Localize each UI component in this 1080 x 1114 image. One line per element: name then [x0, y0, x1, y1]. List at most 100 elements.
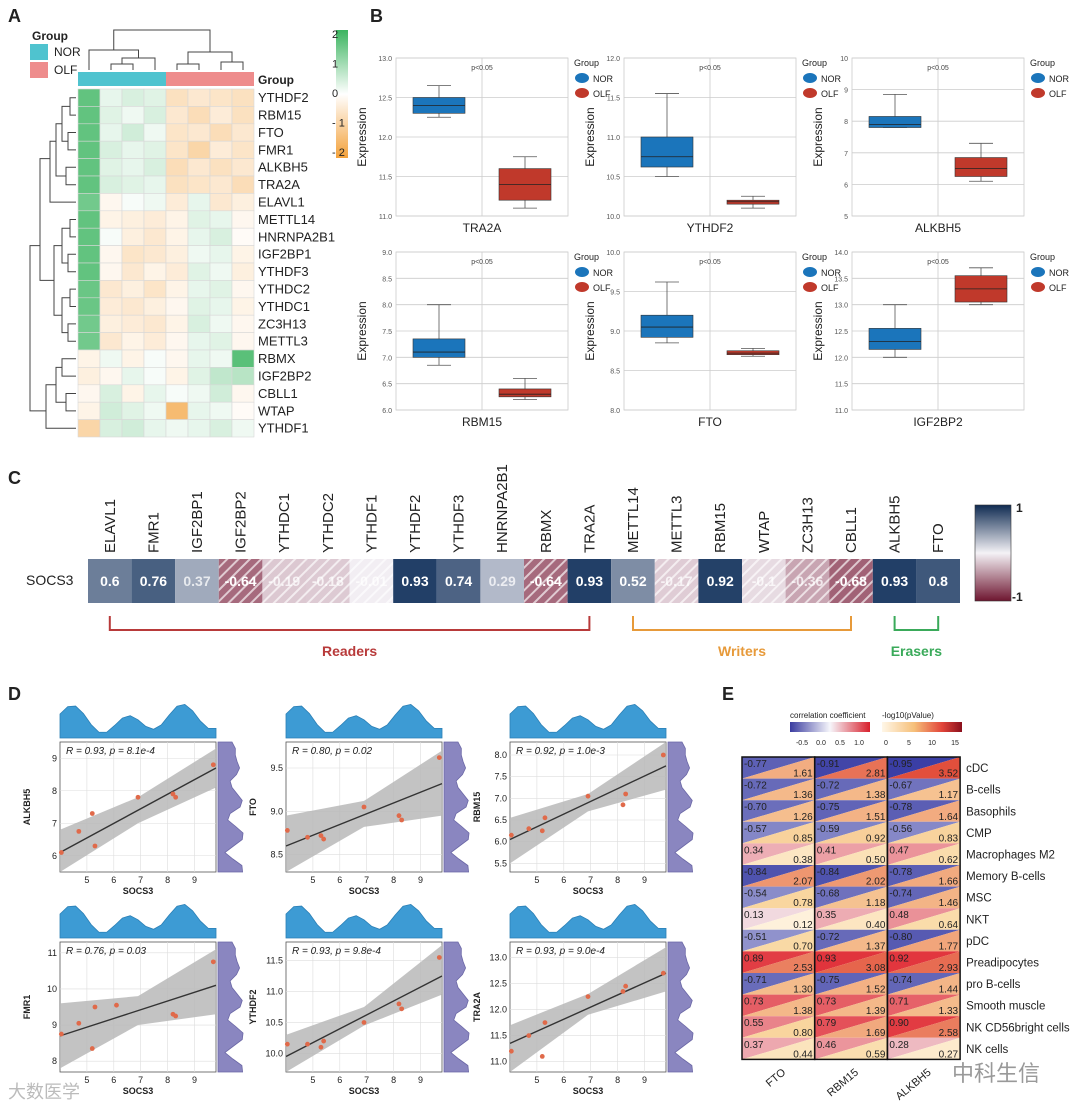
scatter-point — [660, 752, 666, 758]
heatmap-cell — [231, 245, 255, 264]
pvalue-value: 3.52 — [939, 769, 959, 780]
legend-marker-olf — [575, 88, 589, 98]
heatmap-cell — [77, 332, 101, 351]
colorbar-tick: - 1 — [332, 118, 345, 130]
heatmap-cell — [121, 419, 145, 438]
box-olf — [498, 388, 552, 398]
boxplot-igf2bp2: 11.0 11.5 12.0 12.5 13.0 13.5 14.0 p<0.05 Expres… — [811, 250, 1070, 429]
panel-e: correlation coefficient -0.5 0.0 0.5 1.0 -log… — [741, 711, 1070, 1103]
corr-cell-hatch — [524, 559, 568, 603]
y-axis-label: Expression — [811, 107, 825, 166]
corr-value: -0.74 — [889, 889, 912, 900]
y-tick-label: 8.5 — [270, 850, 283, 860]
heatmap-cell — [121, 297, 145, 316]
scatter-point — [539, 828, 545, 834]
heatmap-cell — [209, 175, 233, 194]
group-label-erasers: Erasers — [891, 643, 943, 659]
corr-triangle — [887, 1016, 961, 1038]
correlation-annotation: R = 0.93, p = 8.1e-4 — [66, 746, 155, 757]
box-olf — [954, 157, 1008, 177]
p-legend-tick: 15 — [951, 740, 959, 747]
corr-cell-hatch — [829, 559, 873, 603]
pvalue-value: 1.61 — [793, 769, 813, 780]
corr-cell-hatch — [654, 559, 699, 603]
x-tick-label: 8 — [391, 875, 396, 885]
corr-cell — [567, 559, 612, 603]
legend-swatch-olf — [30, 62, 48, 78]
corr-value: -0.56 — [889, 824, 912, 835]
pvalue-triangle — [887, 843, 961, 865]
corr-triangle — [742, 951, 815, 973]
pvalue-value: 0.78 — [793, 898, 813, 909]
heatmap-cell — [99, 367, 123, 386]
y-axis-label: Expression — [583, 107, 597, 166]
pvalue-triangle — [887, 886, 961, 909]
corr-triangle — [742, 908, 815, 930]
corr-triangle — [814, 1037, 888, 1060]
column-dendrogram — [88, 29, 244, 70]
gene-title: FTO — [698, 415, 722, 429]
density-right — [443, 741, 470, 873]
legend-label-nor: NOR — [1049, 74, 1070, 84]
y-axis-label: Expression — [811, 301, 825, 360]
boxplot-fto: 8.0 8.5 9.0 9.5 10.0 p<0.05 Expression FTO Group… — [583, 250, 842, 429]
scatter-point — [76, 828, 82, 834]
density-right — [667, 941, 694, 1073]
pvalue-triangle — [814, 886, 888, 909]
corr-triangle — [814, 973, 888, 995]
cell-type-label: NK cells — [966, 1044, 1008, 1056]
heatmap-cell — [165, 314, 189, 333]
corr-triangle — [887, 1037, 961, 1060]
density-right — [667, 741, 694, 873]
x-tick-label: 5 — [534, 875, 539, 885]
density-top — [509, 703, 667, 739]
x-tick-label: 6 — [337, 875, 342, 885]
heatmap-cell — [121, 158, 145, 177]
pvalue-triangle — [887, 865, 961, 887]
box-nor — [868, 328, 922, 350]
heatmap-cell — [99, 332, 123, 351]
column-label-rbm15: RBM15 — [825, 1067, 861, 1100]
y-tick-label: 8 — [52, 1056, 57, 1066]
legend-label-olf: OLF — [1049, 89, 1067, 99]
y-tick-label: 12.5 — [834, 329, 848, 336]
column-label-fto: FTO — [764, 1066, 789, 1089]
panel-d: 5 6 7 8 9 6 7 8 9 R = 0.93, p = 8.1e-4 SOCS3 ALKBH5… — [22, 703, 694, 1096]
corr-value-label: -0.01 — [355, 573, 387, 589]
gene-label: FTO — [258, 125, 284, 140]
corr-value: -0.72 — [817, 932, 840, 943]
heatmap-cell — [99, 106, 123, 125]
heatmap-cell — [77, 297, 101, 316]
column-label: CBLL1 — [843, 507, 860, 553]
pvalue-triangle — [742, 757, 815, 779]
corr-value: -0.75 — [817, 975, 840, 986]
pvalue-label: p<0.05 — [699, 65, 721, 72]
y-tick-label: 8.0 — [610, 408, 620, 415]
legend-marker-olf — [803, 88, 817, 98]
x-tick-label: 9 — [418, 875, 423, 885]
corr-value-label: 0.93 — [576, 573, 603, 589]
y-tick-label: 11.5 — [607, 96, 620, 103]
scatter-point — [321, 836, 327, 842]
heatmap-cell — [99, 88, 123, 107]
corr-value-label: 0.8 — [928, 573, 948, 589]
column-label: FMR1 — [145, 512, 162, 553]
heatmap-cell — [143, 332, 167, 351]
panel-letter-d: D — [8, 684, 21, 704]
heatmap-cell — [209, 280, 233, 299]
scatter-point — [76, 1020, 82, 1026]
correlation-annotation: R = 0.93, p = 9.0e-4 — [516, 946, 605, 957]
group-bar-cell — [144, 72, 166, 86]
pvalue-triangle — [887, 973, 961, 995]
x-tick-label: 9 — [192, 1075, 197, 1085]
heatmap-cell — [165, 210, 189, 229]
boxplot-tra2a: 11.0 11.5 12.0 12.5 13.0 p<0.05 Expression TRA2… — [355, 56, 614, 235]
column-label: ALKBH5 — [887, 495, 904, 553]
corr-value: 0.47 — [889, 845, 909, 856]
pvalue-value: 0.59 — [866, 1049, 886, 1060]
pvalue-value: 0.27 — [939, 1049, 959, 1060]
pvalue-value: 0.70 — [793, 941, 813, 952]
legend-marker-nor — [1031, 267, 1045, 277]
scatter-point — [361, 804, 367, 810]
heatmap-cell — [165, 280, 189, 299]
